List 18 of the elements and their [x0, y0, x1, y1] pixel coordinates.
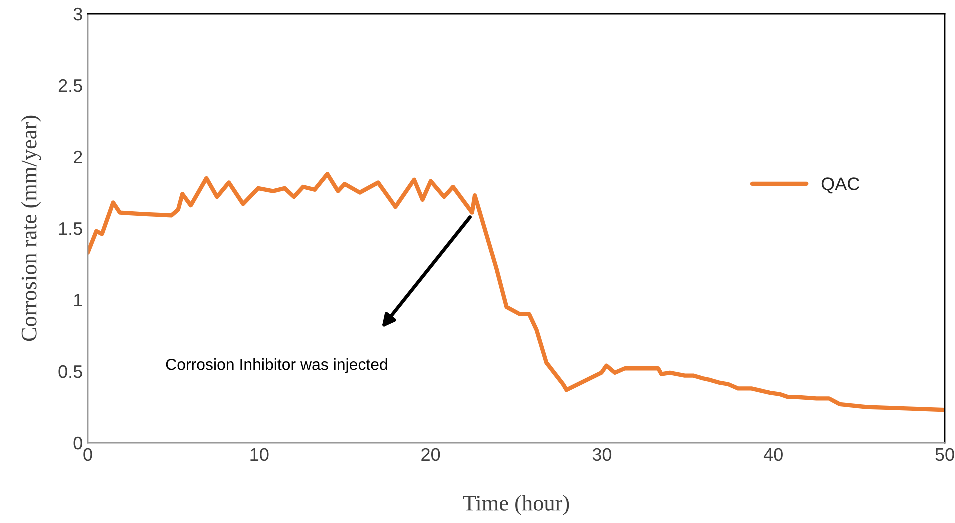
- y-tick-label: 2.5: [58, 79, 82, 92]
- y-tick-label: 0.5: [58, 365, 82, 378]
- line-series: [88, 172, 945, 412]
- x-tick-label: 50: [936, 448, 954, 462]
- y-tick-label: 0: [74, 436, 82, 450]
- x-tick-label: 20: [422, 448, 440, 462]
- x-tick-label: 40: [764, 448, 783, 462]
- y-tick-label: 2: [74, 150, 82, 164]
- legend-label: QAC: [822, 178, 860, 194]
- x-tick-label: 30: [592, 448, 612, 462]
- x-tick-label: 0: [84, 448, 92, 462]
- y-tick-label: 1: [74, 294, 82, 307]
- x-axis-title: Time (hour): [463, 495, 570, 516]
- y-tick-label: 3: [74, 8, 82, 21]
- annotation: Corrosion Inhibitor was injected: [166, 358, 388, 374]
- y-tick-label: 1.5: [59, 222, 82, 236]
- x-tick-label: 10: [250, 448, 269, 462]
- y-axis-title: Corrosion rate (mm/year): [21, 116, 42, 342]
